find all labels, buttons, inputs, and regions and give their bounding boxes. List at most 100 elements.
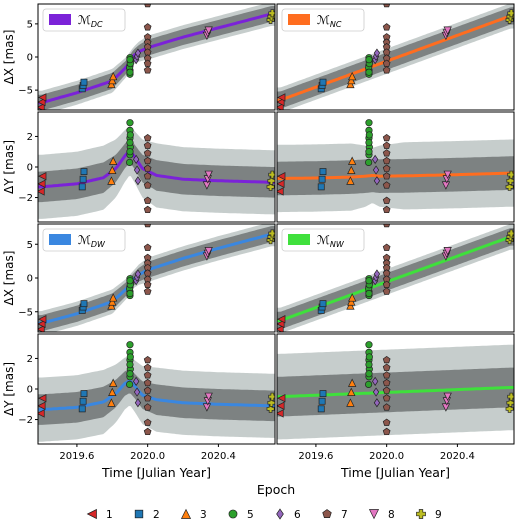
observation-epoch-1 bbox=[38, 103, 45, 110]
observation-epoch-1 bbox=[277, 315, 286, 324]
observation-epoch-1 bbox=[38, 319, 46, 329]
legend-marker-8 bbox=[368, 509, 380, 520]
y-axis-label: ΔY [mas] bbox=[2, 140, 16, 194]
observation-epoch-7 bbox=[143, 386, 152, 394]
observation-epoch-2 bbox=[78, 183, 86, 191]
observation-epoch-7 bbox=[143, 394, 152, 402]
x-tick-label: 2020.4 bbox=[201, 451, 236, 462]
legend-marker-5 bbox=[228, 509, 238, 519]
legend-swatch bbox=[288, 234, 310, 245]
observation-epoch-6 bbox=[133, 376, 140, 386]
observation-epoch-7 bbox=[382, 371, 391, 379]
observation-epoch-5 bbox=[126, 353, 134, 361]
model-line bbox=[277, 235, 514, 322]
panel-legend: ℳDW bbox=[42, 228, 126, 252]
observation-epoch-9 bbox=[507, 392, 514, 401]
observation-epoch-7 bbox=[382, 141, 391, 149]
observation-epoch-6 bbox=[373, 398, 381, 408]
observation-epoch-9 bbox=[266, 404, 275, 413]
observation-epoch-2 bbox=[79, 397, 87, 405]
observation-epoch-7 bbox=[382, 243, 391, 251]
panel-7: −2 0 2 2019.6 2020.0 2020.4 ΔY [mas] Time [Juli… bbox=[2, 333, 276, 480]
observation-epoch-1 bbox=[277, 103, 284, 110]
observation-epoch-3 bbox=[347, 387, 356, 397]
observation-epoch-1 bbox=[277, 325, 284, 332]
y-tick-label: 2 bbox=[27, 132, 33, 143]
observation-epoch-9 bbox=[505, 404, 514, 413]
observation-epoch-6 bbox=[373, 176, 381, 186]
observation-epoch-8 bbox=[443, 392, 452, 402]
observation-epoch-1 bbox=[277, 394, 286, 403]
observation-epoch-7 bbox=[143, 378, 152, 387]
legend-label: ℳDC bbox=[78, 13, 103, 29]
panel-legend: ℳNC bbox=[281, 8, 365, 32]
observation-epoch-5 bbox=[365, 68, 373, 76]
x-tick-label: 2020.0 bbox=[130, 451, 165, 462]
legend-swatch bbox=[288, 14, 310, 25]
observation-epoch-9 bbox=[507, 9, 514, 18]
observation-epoch-6 bbox=[372, 387, 380, 397]
observation-epoch-2 bbox=[319, 78, 327, 86]
observation-epoch-5 bbox=[126, 119, 134, 127]
y-tick-label: −2 bbox=[18, 415, 33, 426]
legend-epoch-label: 7 bbox=[341, 509, 348, 521]
observation-epoch-6 bbox=[373, 48, 381, 58]
observation-epoch-1 bbox=[38, 93, 47, 102]
observation-epoch-7 bbox=[383, 224, 391, 228]
observation-epoch-1 bbox=[38, 409, 45, 418]
observation-epoch-7 bbox=[143, 205, 152, 214]
legend-swatch bbox=[49, 14, 71, 25]
observation-epoch-3 bbox=[107, 176, 116, 185]
observation-epoch-7 bbox=[382, 181, 391, 189]
observation-epoch-5 bbox=[126, 277, 134, 285]
panel-5: −5 0 5 ΔX [mas] ℳDW bbox=[2, 223, 276, 333]
observation-epoch-6 bbox=[133, 165, 141, 175]
legend-epoch-label: 5 bbox=[247, 509, 254, 521]
observation-epoch-2 bbox=[319, 390, 327, 397]
observation-epoch-8 bbox=[204, 26, 213, 35]
x-axis-label: Time [Julian Year] bbox=[101, 465, 211, 480]
observation-epoch-5 bbox=[365, 138, 373, 147]
observation-epoch-3 bbox=[346, 301, 355, 310]
panel-1: −5 0 5 ΔX [mas] ℳDC bbox=[2, 3, 276, 111]
legend-marker-6 bbox=[276, 508, 284, 520]
panel-legend: ℳDC bbox=[42, 8, 126, 32]
observation-epoch-1 bbox=[277, 401, 285, 410]
y-tick-label: −2 bbox=[18, 193, 33, 204]
observation-epoch-3 bbox=[348, 293, 357, 302]
epoch-legend-title: Epoch bbox=[257, 482, 295, 497]
model-line bbox=[277, 171, 514, 180]
observation-epoch-7 bbox=[143, 149, 152, 157]
observation-epoch-9 bbox=[268, 170, 275, 179]
observation-epoch-9 bbox=[506, 398, 514, 407]
observation-epoch-6 bbox=[133, 387, 141, 397]
observation-epoch-9 bbox=[268, 229, 275, 238]
observation-epoch-6 bbox=[133, 154, 140, 164]
observation-epoch-5 bbox=[126, 341, 134, 349]
legend-marker-9 bbox=[416, 509, 426, 519]
observation-epoch-7 bbox=[382, 156, 391, 165]
observation-epoch-1 bbox=[277, 179, 285, 188]
observation-epoch-1 bbox=[277, 187, 284, 196]
observation-epoch-2 bbox=[319, 300, 327, 308]
observation-epoch-5 bbox=[126, 56, 134, 64]
x-tick-label: 2019.6 bbox=[59, 451, 94, 462]
observation-epoch-9 bbox=[507, 229, 514, 238]
panel-8: 2019.6 2020.0 2020.4 Time [Julian Year] bbox=[276, 333, 515, 480]
observation-epoch-5 bbox=[365, 131, 373, 139]
observation-epoch-9 bbox=[267, 398, 275, 407]
observation-epoch-1 bbox=[38, 187, 45, 196]
observation-epoch-7 bbox=[382, 164, 391, 172]
observation-epoch-1 bbox=[38, 172, 47, 181]
observation-epoch-2 bbox=[317, 405, 325, 413]
observation-epoch-7 bbox=[382, 427, 391, 436]
observation-epoch-3 bbox=[107, 301, 116, 310]
observation-epoch-3 bbox=[348, 71, 357, 81]
observation-epoch-1 bbox=[38, 97, 46, 107]
legend-marker-3 bbox=[180, 508, 192, 519]
observation-epoch-1 bbox=[38, 315, 47, 324]
observation-epoch-7 bbox=[143, 181, 152, 189]
observation-epoch-6 bbox=[134, 398, 142, 408]
observation-epoch-7 bbox=[382, 23, 391, 31]
